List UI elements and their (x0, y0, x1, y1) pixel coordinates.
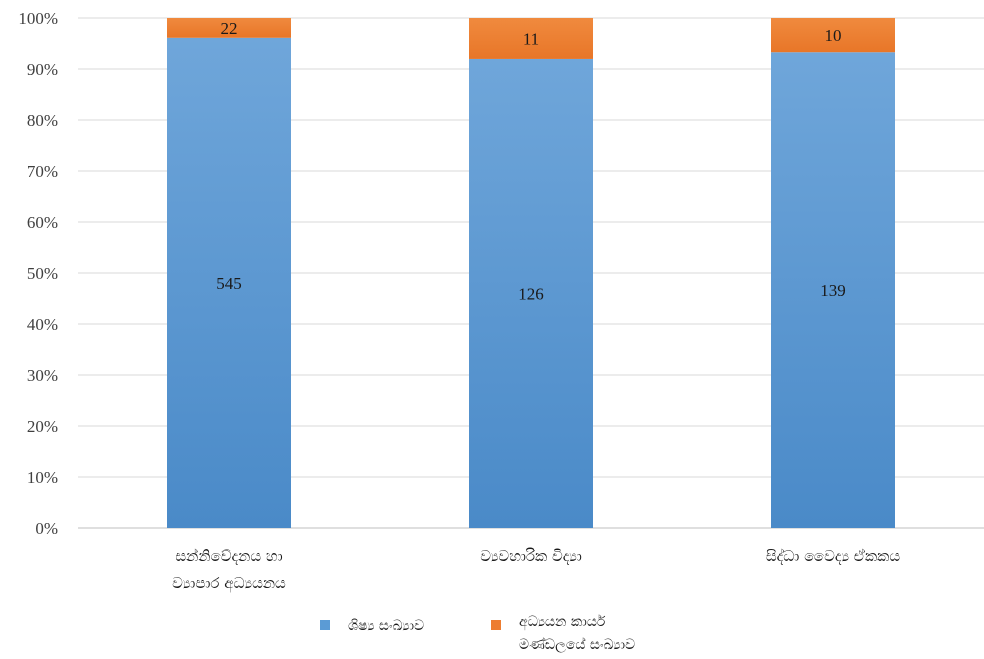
data-labels: 545 22 126 11 139 10 (216, 19, 846, 304)
bars (167, 18, 895, 529)
legend-label: අධ්‍යයන කාර්ය මණ්ඩලයේ සංඛ්‍යාව (519, 614, 635, 653)
legend-swatch (320, 620, 330, 630)
data-label: 126 (518, 284, 544, 303)
data-label: 11 (523, 29, 539, 48)
y-tick-label: 80% (27, 111, 58, 130)
category-label: සන්නිවේදනය හා (175, 547, 282, 565)
data-label: 139 (820, 281, 846, 300)
legend-label: ශිෂ්‍ය සංඛ්‍යාව (348, 618, 424, 634)
bar-segment-students (167, 37, 291, 528)
y-tick-label: 10% (27, 468, 58, 487)
y-tick-label: 60% (27, 213, 58, 232)
legend-swatch (491, 620, 501, 630)
bar-segment-staff (167, 18, 291, 38)
bar-segment-staff (469, 18, 593, 59)
data-label: 10 (825, 26, 842, 45)
y-axis-ticks: 0% 10% 20% 30% 40% 50% 60% 70% 80% 90% 100% (18, 9, 58, 538)
data-label: 545 (216, 274, 242, 293)
bar-segment-staff (771, 18, 895, 53)
y-tick-label: 100% (18, 9, 58, 28)
y-tick-label: 90% (27, 60, 58, 79)
category-label: සිද්ධා වෛද්‍ය ඒකකය (766, 547, 900, 565)
category-label: ව්‍යාපාර අධ්‍යයනය (172, 574, 286, 593)
legend: ශිෂ්‍ය සංඛ්‍යාව අධ්‍යයන කාර්ය මණ්ඩලයේ සංඛ්… (320, 614, 635, 653)
y-tick-label: 70% (27, 162, 58, 181)
data-label: 22 (221, 19, 238, 38)
bar-segment-students (469, 58, 593, 528)
category-labels: සන්නිවේදනය හා ව්‍යාපාර අධ්‍යයනය ව්‍යවහාරික… (172, 547, 900, 593)
y-tick-label: 30% (27, 366, 58, 385)
y-tick-label: 40% (27, 315, 58, 334)
y-tick-label: 20% (27, 417, 58, 436)
bar-segment-students (771, 52, 895, 529)
category-label: ව්‍යවහාරික විද්‍යා (480, 547, 582, 565)
y-tick-label: 0% (35, 519, 58, 538)
y-tick-label: 50% (27, 264, 58, 283)
